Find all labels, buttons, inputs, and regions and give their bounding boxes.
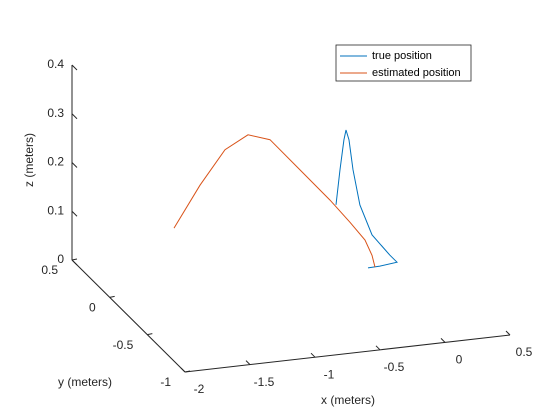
y-tick-label: 0 <box>89 301 96 315</box>
y-tick-label: -0.5 <box>113 338 134 352</box>
y-axis <box>71 259 186 373</box>
y-tick-label: -1 <box>160 375 171 389</box>
z-tick-label: 0.2 <box>47 155 64 169</box>
x-tick-label: -1.5 <box>254 375 275 389</box>
y-tick-label: 0.5 <box>41 263 58 277</box>
y-axis-label: y (meters) <box>58 375 112 389</box>
legend: true position estimated position <box>335 44 472 82</box>
x-tick-label: -0.5 <box>384 360 405 374</box>
x-tick <box>245 360 251 365</box>
series-line <box>173 134 376 268</box>
z-tick-label: 0.3 <box>47 106 64 120</box>
legend-box <box>335 44 472 82</box>
x-tick-label: 0 <box>456 353 463 367</box>
legend-label: true position <box>372 50 432 62</box>
z-tick-label: 0.4 <box>47 57 64 71</box>
z-tick <box>71 162 78 168</box>
z-tick <box>71 210 78 217</box>
z-axis-label: z (meters) <box>22 133 36 187</box>
legend-label: estimated position <box>372 67 461 79</box>
x-tick <box>505 330 511 336</box>
z-tick <box>71 64 78 71</box>
x-tick-label: -1 <box>324 367 335 381</box>
y-tick <box>147 333 153 336</box>
x-axis <box>184 334 511 373</box>
y-tick <box>109 295 115 298</box>
x-axis-label: x (meters) <box>321 393 375 407</box>
z-tick-label: 0.1 <box>47 203 64 217</box>
z-tick <box>71 259 78 266</box>
x-tick-label: 0.5 <box>516 345 533 359</box>
x-tick <box>180 367 186 373</box>
y-tick <box>184 370 191 373</box>
z-tick <box>71 113 78 120</box>
x-tick <box>440 338 446 343</box>
series-line <box>335 129 399 269</box>
z-tick-label: 0 <box>57 252 64 266</box>
x-tick-label: -2 <box>194 382 205 396</box>
x-tick <box>310 352 316 358</box>
x-tick <box>375 345 381 351</box>
y-tick <box>71 258 78 261</box>
